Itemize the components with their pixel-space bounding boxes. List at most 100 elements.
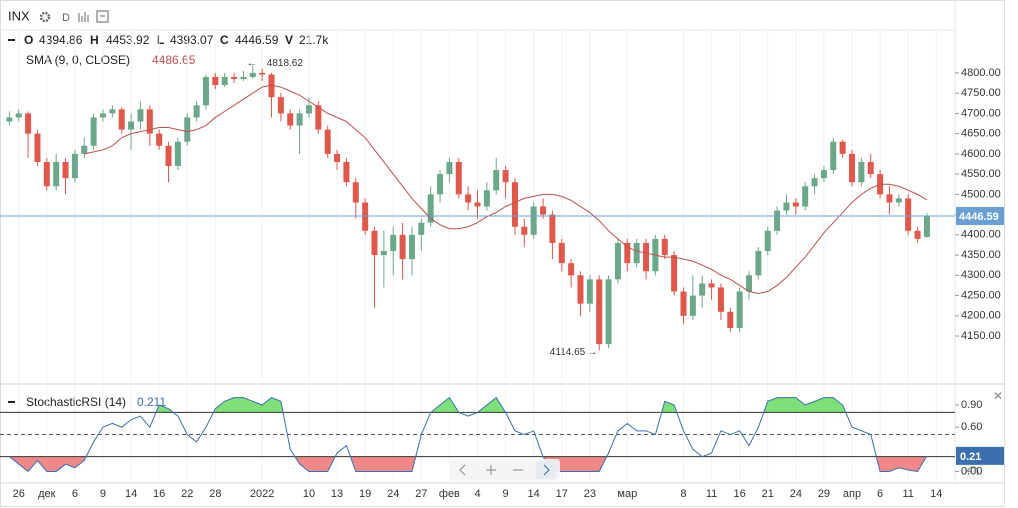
close-indicator[interactable]: ✕ [993,389,1003,403]
candle-body [184,117,191,142]
x-tick-label: мар [617,488,637,500]
candle-body [493,170,500,191]
candle-body [193,105,200,118]
candle-body [343,161,350,183]
settings-icon[interactable] [39,11,51,23]
candle-body [259,72,266,75]
indicator-legend: StochasticRSI (14) [26,395,126,409]
candle-body [905,198,912,231]
candle-body [371,230,378,256]
high-annotation: 4818.62 [267,58,304,69]
y-tick-label: 4700.00 [961,107,1001,119]
x-tick-label: 16 [153,488,165,500]
ohlc-value: 21.7k [299,33,329,47]
candle-body [811,178,818,187]
x-tick-label: 14 [930,488,942,500]
x-tick-label: 21 [762,488,774,500]
annotation-arrow: → [587,347,597,358]
x-tick-label: фев [439,488,460,500]
candle-body [446,161,453,175]
candle-body [352,182,359,203]
y-tick-label: 4550.00 [961,168,1001,180]
x-tick-label: апр [843,488,861,500]
zoom-in[interactable] [486,465,496,475]
candle-body [437,174,444,195]
ohlc-header: O 4394.86 H 4453.92 L 4393.07 C 4446.59 … [8,33,329,47]
candle-body [474,202,481,207]
sma-legend: SMA (9, 0, CLOSE) [26,53,130,67]
candle-body [380,251,387,256]
candle-body [923,215,930,237]
compare-icon[interactable] [96,10,109,23]
nav-bg [450,459,560,481]
x-tick-label: 19 [359,488,371,500]
y-tick-label: 4650.00 [961,128,1001,140]
candle-body [418,222,425,235]
candle-body [830,141,837,171]
candle-body [671,255,678,292]
candle-body [305,105,312,114]
ohlc-value: 4453.92 [106,33,150,47]
candle-body [820,170,827,179]
candle-body [708,283,715,288]
candle-body [128,121,135,130]
x-tick-label: 11 [902,488,913,500]
candle-body [231,76,238,79]
reset-button[interactable] [962,462,984,480]
candle-body [886,194,893,203]
annotation-arrow: ← [247,58,257,69]
y-tick-label: 0.00 [961,465,982,477]
y-tick-label: 4200.00 [961,310,1001,322]
candle-body [109,109,116,114]
candle-body [6,117,13,122]
x-tick-label: 2022 [250,488,274,500]
candle-body [296,113,303,126]
candle-body [15,113,22,118]
sma-value: 4486.65 [152,53,196,67]
candle-body [502,170,509,183]
candle-body [792,202,799,207]
candle-body [586,279,593,304]
x-tick-label: 13 [331,488,343,500]
indicator-label: 0.21 [960,451,981,463]
candle-body [427,194,434,223]
candle-body [334,153,341,162]
candle-body [633,242,640,264]
x-tick-label: 9 [503,488,509,500]
low-annotation: 4114.65 [550,347,586,358]
ohlc-value: 4393.07 [170,33,214,47]
candle-body [99,113,106,118]
y-tick-label: 4750.00 [961,87,1001,99]
candle-body [408,234,415,260]
x-tick-label: 27 [415,488,427,500]
candle-body [624,242,631,264]
candle-body [839,141,846,154]
candle-body [867,161,874,175]
x-tick-label: 26 [13,488,25,500]
candle-body [212,76,219,86]
nav-left[interactable] [459,464,466,476]
x-tick-label: 16 [734,488,746,500]
ohlc-key: L [157,33,164,47]
candle-body [764,230,771,252]
nav-right[interactable] [543,464,550,476]
price-label: 4446.59 [959,211,999,223]
candle-body [558,242,565,264]
chart-type-icon[interactable] [78,12,89,22]
candle-body [577,275,584,304]
candle-body [680,291,687,316]
candle-body [717,287,724,312]
candle-body [727,311,734,328]
nav-right-bg[interactable] [536,461,556,479]
candle-body [511,182,518,227]
ohlc-key: C [220,33,229,47]
symbol: INX [8,8,30,23]
candle-body [549,214,556,243]
candle-body [895,198,902,203]
indicator-label-bg [956,446,1004,465]
interval[interactable]: D [62,12,70,24]
y-tick-label: 0.60 [961,421,982,433]
y-tick-label: 4250.00 [961,289,1001,301]
y-tick-label: 0.90 [961,399,982,411]
